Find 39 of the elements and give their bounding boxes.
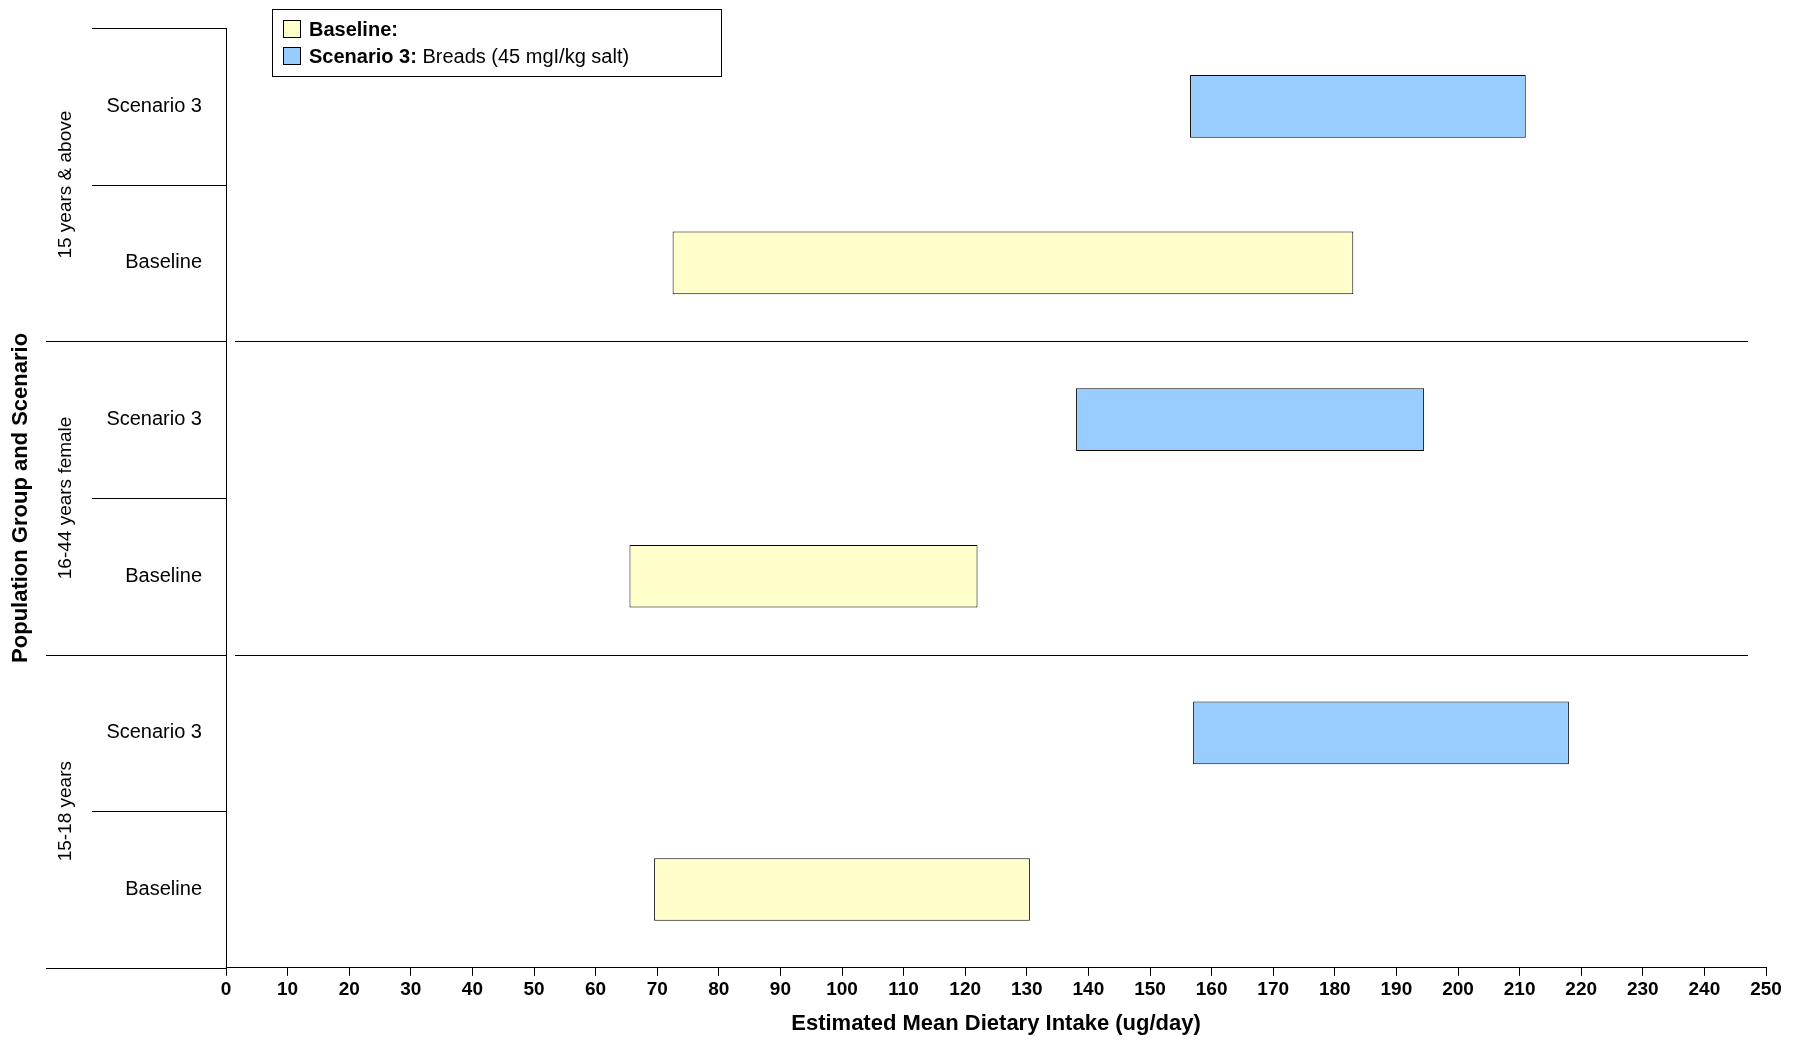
x-tick-label: 190 (1380, 978, 1413, 1000)
x-tick-label: 50 (523, 978, 545, 1000)
x-tick-label: 40 (461, 978, 483, 1000)
y-tick-label: Baseline (125, 250, 202, 273)
x-tick-label: 10 (277, 978, 299, 1000)
legend-label: Scenario 3: Breads (45 mgI/kg salt) (308, 44, 631, 69)
x-tick-label: 250 (1750, 978, 1782, 1000)
y-tick-label: Scenario 3 (106, 720, 202, 743)
x-tick-label: 200 (1442, 978, 1474, 1000)
x-tick-label: 220 (1565, 978, 1598, 1000)
y-axis-title: Population Group and Scenario (7, 332, 33, 663)
x-tick-label: 210 (1503, 978, 1536, 1000)
x-tick-label: 240 (1688, 978, 1721, 1000)
x-tick-label: 20 (338, 978, 360, 1000)
y-tick-label: Baseline (125, 877, 202, 899)
x-tick-label: 90 (769, 978, 791, 1000)
x-tick-label: 230 (1626, 978, 1659, 1000)
x-tick-label: 140 (1072, 978, 1105, 1000)
x-tick-label: 170 (1257, 978, 1290, 1000)
x-tick-label: 70 (646, 978, 668, 1000)
x-tick-label: 100 (826, 978, 858, 1000)
x-tick-label: 30 (400, 978, 422, 1000)
x-tick-label: 160 (1195, 978, 1228, 1000)
y-tick-label: Scenario 3 (106, 93, 202, 116)
x-tick-label: 130 (1010, 978, 1043, 1000)
text: 15-18 years (54, 760, 76, 862)
x-tick-label: 110 (888, 978, 919, 1000)
y-tick-label: Scenario 3 (106, 407, 202, 430)
legend-label: Baseline: (309, 18, 398, 40)
x-tick-label: 120 (949, 978, 982, 1000)
x-tick-label: 60 (585, 978, 607, 1000)
x-tick-label: 180 (1318, 978, 1351, 1000)
x-tick-label: 150 (1134, 978, 1166, 1000)
x-axis-title: Estimated Mean Dietary Intake (ug/day) (791, 1009, 1201, 1035)
text: 16-44 years female (54, 416, 76, 580)
x-tick-label: 80 (708, 978, 730, 1000)
y-tick-label: Baseline (125, 563, 202, 586)
x-tick-label: 0 (220, 978, 232, 1000)
text: 15 years & above (54, 110, 76, 259)
